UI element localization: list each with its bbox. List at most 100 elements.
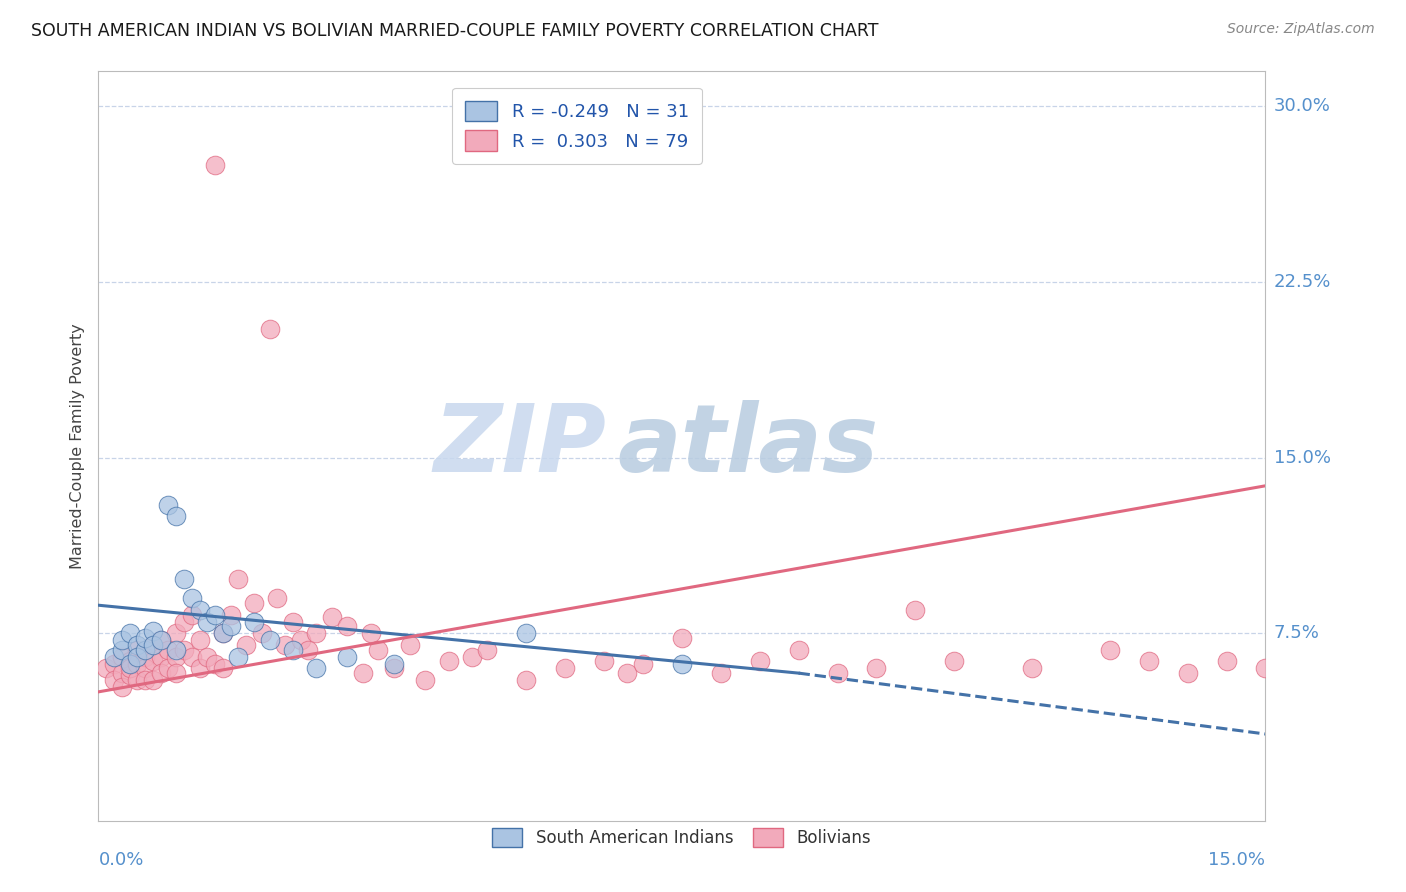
Point — [382, 657, 405, 671]
Point — [515, 673, 537, 688]
Point — [437, 655, 460, 669]
Point — [212, 661, 235, 675]
Point — [281, 615, 304, 629]
Point — [274, 638, 297, 652]
Point — [212, 626, 235, 640]
Point — [243, 615, 266, 629]
Text: ZIP: ZIP — [433, 400, 606, 492]
Point — [943, 655, 966, 669]
Point — [593, 655, 616, 669]
Point — [149, 633, 172, 648]
Point — [157, 661, 180, 675]
Point — [297, 642, 319, 657]
Text: SOUTH AMERICAN INDIAN VS BOLIVIAN MARRIED-COUPLE FAMILY POVERTY CORRELATION CHAR: SOUTH AMERICAN INDIAN VS BOLIVIAN MARRIE… — [31, 22, 879, 40]
Point — [515, 626, 537, 640]
Point — [134, 631, 156, 645]
Point — [127, 649, 149, 664]
Point — [173, 573, 195, 587]
Point — [904, 603, 927, 617]
Point — [195, 649, 218, 664]
Point — [281, 642, 304, 657]
Point — [477, 642, 499, 657]
Point — [554, 661, 576, 675]
Text: atlas: atlas — [617, 400, 879, 492]
Point — [118, 626, 141, 640]
Point — [180, 649, 202, 664]
Point — [111, 649, 134, 664]
Point — [127, 642, 149, 657]
Point — [204, 158, 226, 172]
Point — [165, 649, 187, 664]
Point — [748, 655, 770, 669]
Point — [173, 615, 195, 629]
Point — [219, 607, 242, 622]
Point — [321, 610, 343, 624]
Point — [157, 498, 180, 512]
Point — [398, 638, 420, 652]
Legend: South American Indians, Bolivians: South American Indians, Bolivians — [486, 821, 877, 854]
Point — [204, 607, 226, 622]
Point — [305, 661, 328, 675]
Point — [461, 649, 484, 664]
Text: 7.5%: 7.5% — [1274, 624, 1320, 642]
Point — [173, 642, 195, 657]
Point — [111, 642, 134, 657]
Point — [188, 603, 211, 617]
Point — [149, 649, 172, 664]
Point — [149, 633, 172, 648]
Point — [212, 626, 235, 640]
Point — [142, 638, 165, 652]
Point — [204, 657, 226, 671]
Point — [1254, 661, 1277, 675]
Point — [195, 615, 218, 629]
Point — [127, 673, 149, 688]
Point — [165, 642, 187, 657]
Point — [352, 666, 374, 681]
Point — [367, 642, 389, 657]
Point — [96, 661, 118, 675]
Point — [219, 619, 242, 633]
Point — [305, 626, 328, 640]
Text: 30.0%: 30.0% — [1274, 97, 1330, 115]
Point — [180, 607, 202, 622]
Point — [103, 657, 125, 671]
Point — [149, 666, 172, 681]
Text: 0.0%: 0.0% — [98, 851, 143, 869]
Point — [118, 668, 141, 682]
Point — [142, 673, 165, 688]
Point — [1137, 655, 1160, 669]
Point — [180, 591, 202, 606]
Point — [360, 626, 382, 640]
Point — [127, 657, 149, 671]
Point — [1177, 666, 1199, 681]
Point — [142, 624, 165, 638]
Point — [336, 619, 359, 633]
Point — [111, 666, 134, 681]
Point — [671, 631, 693, 645]
Point — [157, 642, 180, 657]
Point — [228, 573, 250, 587]
Point — [631, 657, 654, 671]
Point — [671, 657, 693, 671]
Point — [1098, 642, 1121, 657]
Point — [865, 661, 887, 675]
Point — [382, 661, 405, 675]
Text: 15.0%: 15.0% — [1274, 449, 1330, 467]
Point — [266, 591, 288, 606]
Point — [259, 633, 281, 648]
Point — [616, 666, 638, 681]
Point — [111, 633, 134, 648]
Point — [188, 661, 211, 675]
Point — [228, 649, 250, 664]
Text: Source: ZipAtlas.com: Source: ZipAtlas.com — [1227, 22, 1375, 37]
Point — [134, 642, 156, 657]
Point — [710, 666, 733, 681]
Point — [142, 655, 165, 669]
Point — [103, 649, 125, 664]
Text: 22.5%: 22.5% — [1274, 273, 1331, 291]
Point — [235, 638, 257, 652]
Point — [165, 626, 187, 640]
Point — [134, 673, 156, 688]
Point — [118, 655, 141, 669]
Point — [259, 322, 281, 336]
